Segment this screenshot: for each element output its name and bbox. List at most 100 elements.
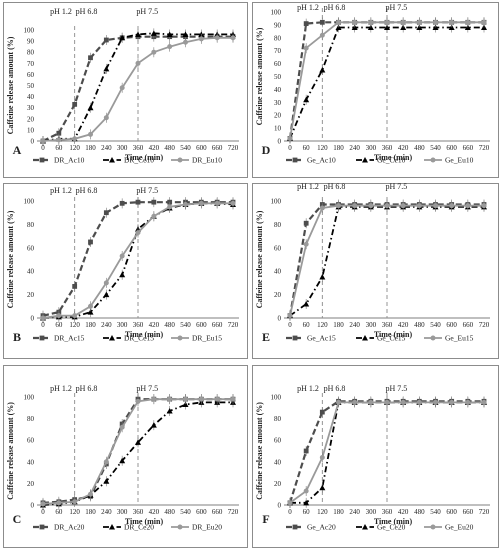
- panel-letter: F: [262, 512, 269, 526]
- ph-label: pH 1.2: [50, 7, 72, 16]
- x-tick-label: 240: [101, 508, 112, 516]
- x-tick-label: 600: [446, 508, 457, 516]
- y-tick-label: 0: [31, 138, 35, 146]
- data-point: [230, 396, 236, 402]
- legend-marker: [292, 335, 298, 341]
- ph-label: pH 6.8: [76, 186, 98, 195]
- y-tick-label: 40: [27, 458, 35, 466]
- x-tick-label: 120: [317, 144, 328, 152]
- series-dr-eu20: [40, 394, 236, 509]
- data-point: [465, 203, 471, 209]
- panel-letter: E: [262, 330, 270, 344]
- panel-border: [3, 2, 248, 178]
- legend-label: Ge_Ac10: [307, 156, 336, 165]
- series-dr-ce10: [40, 28, 236, 146]
- y-tick-label: 60: [274, 244, 282, 252]
- x-tick-label: 60: [303, 144, 311, 152]
- data-point: [119, 457, 126, 464]
- data-point: [303, 488, 309, 494]
- data-point: [303, 45, 309, 51]
- ph-label: pH 6.8: [324, 182, 346, 191]
- x-tick-label: 360: [133, 508, 144, 516]
- panel-letter: A: [13, 143, 22, 157]
- panel-border: [3, 183, 248, 359]
- series-dr-eu10: [40, 32, 236, 146]
- data-point: [135, 398, 141, 404]
- x-tick-label: 120: [69, 508, 80, 516]
- data-point: [433, 203, 438, 209]
- ph-label: pH 1.2: [50, 186, 72, 195]
- legend-label: DR_Ce20: [124, 523, 154, 532]
- data-point: [287, 500, 293, 506]
- y-tick-label: 100: [271, 394, 282, 402]
- x-tick-label: 660: [212, 321, 223, 329]
- data-point: [303, 220, 309, 226]
- y-tick-label: 100: [271, 9, 282, 17]
- ph-label: pH 6.8: [324, 3, 346, 12]
- panel-d: 0 10 20 30 40 50 60 70 80 90 100 0 60 120 180 240 300 360…: [252, 2, 499, 178]
- data-point: [416, 19, 422, 25]
- legend-label: DR_Eu15: [192, 334, 222, 343]
- legend-marker: [109, 157, 115, 163]
- x-axis-title: Time (min): [125, 517, 164, 526]
- data-point: [214, 396, 220, 402]
- panel-border: [252, 365, 499, 548]
- data-point: [384, 399, 390, 405]
- ph-label: pH 6.8: [76, 384, 98, 393]
- data-point: [103, 459, 109, 465]
- x-tick-label: 180: [333, 508, 344, 516]
- data-point: [384, 203, 390, 209]
- x-tick-label: 720: [479, 508, 490, 516]
- legend-marker: [39, 524, 45, 530]
- legend-label: DR_Ce15: [124, 334, 154, 343]
- data-point: [167, 204, 173, 210]
- x-tick-label: 480: [414, 508, 425, 516]
- x-tick-label: 60: [303, 321, 311, 329]
- x-tick-label: 720: [228, 508, 239, 516]
- data-point: [400, 203, 406, 209]
- y-tick-label: 80: [274, 221, 282, 229]
- data-point: [103, 115, 109, 121]
- data-point: [88, 303, 93, 309]
- x-tick-label: 120: [317, 508, 328, 516]
- y-tick-label: 60: [27, 244, 35, 252]
- x-tick-label: 120: [69, 144, 80, 152]
- y-axis-title: Caffeine release amount (%): [6, 36, 15, 134]
- data-point: [183, 39, 188, 45]
- data-point: [400, 399, 406, 405]
- x-tick-label: 360: [382, 321, 393, 329]
- y-tick-label: 20: [274, 112, 282, 120]
- y-axis-title: Caffeine release amount (%): [255, 27, 264, 125]
- legend-label: Ge_Ce20: [377, 523, 406, 532]
- data-point: [167, 396, 173, 402]
- y-tick-label: 60: [274, 437, 282, 445]
- x-tick-label: 660: [463, 508, 474, 516]
- panel-f: 0 20 40 60 80 100 0 60 120 180 240 300 360 420 480 540 6…: [252, 365, 499, 548]
- legend-label: DR_Eu10: [192, 156, 222, 165]
- legend-marker: [292, 524, 298, 530]
- x-tick-label: 600: [446, 144, 457, 152]
- legend-marker: [177, 157, 183, 163]
- y-tick-label: 40: [274, 458, 282, 466]
- legend-label: DR_Ac20: [54, 523, 85, 532]
- x-tick-label: 480: [164, 508, 175, 516]
- data-point: [481, 19, 487, 25]
- legend-marker: [430, 335, 436, 341]
- data-point: [198, 200, 204, 206]
- ph-label: pH 7.5: [136, 7, 158, 16]
- data-point: [135, 199, 141, 205]
- data-point: [150, 30, 157, 36]
- y-tick-label: 10: [27, 126, 35, 134]
- legend-marker: [430, 524, 436, 530]
- data-point: [103, 478, 110, 484]
- data-point: [103, 280, 109, 286]
- ph-label: pH 7.5: [136, 384, 158, 393]
- data-point: [40, 501, 46, 507]
- y-tick-label: 60: [274, 60, 282, 68]
- data-point: [119, 85, 125, 91]
- data-point: [319, 274, 326, 280]
- panel-letter: C: [13, 512, 22, 526]
- legend-label: DR_Eu20: [192, 523, 222, 532]
- data-point: [336, 399, 341, 405]
- data-point: [319, 454, 325, 460]
